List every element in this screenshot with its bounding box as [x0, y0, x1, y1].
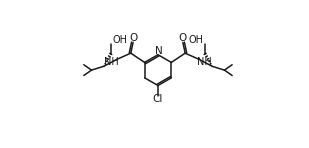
Text: NH: NH	[197, 57, 212, 67]
Text: O: O	[130, 33, 138, 43]
Text: N: N	[155, 46, 163, 56]
Text: Cl: Cl	[153, 94, 163, 104]
Text: NH: NH	[104, 57, 119, 67]
Text: OH: OH	[189, 35, 204, 45]
Text: OH: OH	[112, 35, 127, 45]
Text: O: O	[178, 33, 186, 43]
